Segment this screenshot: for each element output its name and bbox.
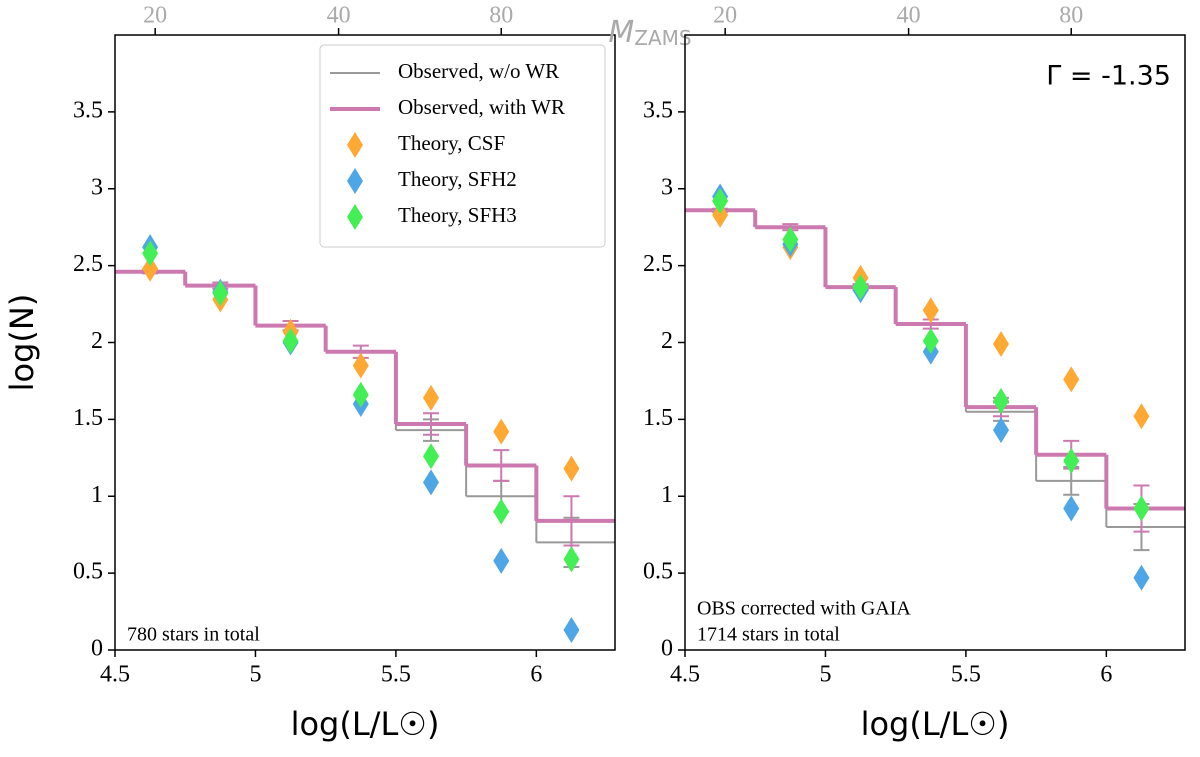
x2-tick-label: 40 xyxy=(327,3,351,29)
diamond-marker xyxy=(142,240,159,267)
annotation: OBS corrected with GAIA xyxy=(697,598,911,620)
x2-tick-label: 80 xyxy=(1059,3,1083,29)
diamond-marker xyxy=(352,381,369,408)
diamond-marker xyxy=(347,132,363,158)
y-tick-label: 1.5 xyxy=(643,405,673,431)
x2-axis-label: MZAMS xyxy=(608,15,691,50)
diamond-marker xyxy=(1133,495,1150,522)
x2-label-sub: ZAMS xyxy=(634,26,691,50)
diamond-marker xyxy=(993,331,1010,358)
y-tick-label: 2 xyxy=(661,328,673,354)
x-axis-label: log(L/L☉) xyxy=(291,705,440,743)
diamond-marker xyxy=(347,204,363,230)
diamond-marker xyxy=(1133,564,1150,591)
x-tick-label: 6 xyxy=(1100,662,1112,688)
x-tick-label: 5 xyxy=(249,662,261,688)
diamond-marker xyxy=(993,387,1010,414)
diamond-marker xyxy=(212,280,229,307)
legend: Observed, w/o WR Observed, with WR Theory,… xyxy=(319,44,606,248)
y-tick-label: 1 xyxy=(91,482,103,508)
y-tick-label: 2 xyxy=(91,328,103,354)
diamond-marker xyxy=(712,188,729,215)
y-tick-label: 0.5 xyxy=(73,559,103,585)
diamond-marker xyxy=(782,226,799,253)
y-tick-label: 0.5 xyxy=(643,559,673,585)
legend-label: Observed, with WR xyxy=(398,95,565,119)
error-bar xyxy=(493,449,510,482)
y-tick-label: 2.5 xyxy=(643,251,673,277)
legend-label: Observed, w/o WR xyxy=(398,59,559,83)
diamond-marker xyxy=(352,352,369,379)
diamond-marker xyxy=(922,297,939,324)
diamond-marker xyxy=(347,168,363,194)
y-axis-label: log(N) xyxy=(3,294,41,392)
legend-box xyxy=(319,44,606,248)
x-tick-label: 4.5 xyxy=(670,662,700,688)
axes-frame xyxy=(684,34,1186,651)
x2-tick-label: 20 xyxy=(143,3,167,29)
x-tick-label: 5.5 xyxy=(951,662,981,688)
annotation: 780 stars in total xyxy=(127,624,260,646)
diamond-marker xyxy=(852,274,869,301)
corner-text: Γ = -1.35 xyxy=(1046,61,1171,92)
y-tick-label: 2.5 xyxy=(73,251,103,277)
diamond-marker xyxy=(423,443,440,470)
axes-frame xyxy=(114,34,616,651)
annotation: 1714 stars in total xyxy=(697,624,840,646)
x-tick-label: 6 xyxy=(530,662,542,688)
diamond-marker xyxy=(563,455,580,482)
error-bar xyxy=(563,495,580,547)
y-tick-label: 0 xyxy=(91,636,103,662)
diamond-marker xyxy=(563,546,580,573)
x-axis-label: log(L/L☉) xyxy=(861,705,1010,743)
diamond-marker xyxy=(282,327,299,354)
diamond-marker xyxy=(563,617,580,644)
y-tick-label: 3 xyxy=(661,174,673,200)
diamond-marker xyxy=(1063,495,1080,522)
x2-tick-label: 40 xyxy=(897,3,921,29)
diamond-marker xyxy=(993,417,1010,444)
y-tick-label: 3 xyxy=(91,174,103,200)
diamond-marker xyxy=(1063,447,1080,474)
diamond-marker xyxy=(712,201,729,228)
x-tick-label: 5.5 xyxy=(381,662,411,688)
legend-label: Theory, CSF xyxy=(398,131,505,155)
diamond-marker xyxy=(922,327,939,354)
diamond-marker xyxy=(423,469,440,496)
x-tick-label: 5 xyxy=(819,662,831,688)
diamond-marker xyxy=(1133,403,1150,430)
y-tick-label: 1 xyxy=(661,482,673,508)
diamond-marker xyxy=(423,384,440,411)
x2-label-main: M xyxy=(608,15,634,50)
x2-tick-label: 20 xyxy=(713,3,737,29)
error-bar xyxy=(423,412,440,436)
y-tick-label: 0 xyxy=(661,636,673,662)
diamond-marker xyxy=(1063,366,1080,393)
legend-label: Theory, SFH2 xyxy=(398,167,517,191)
diamond-marker xyxy=(493,547,510,574)
x2-tick-label: 80 xyxy=(489,3,513,29)
diamond-marker xyxy=(142,255,159,282)
y-tick-label: 3.5 xyxy=(73,97,103,123)
y-tick-label: 1.5 xyxy=(73,405,103,431)
y-tick-label: 3.5 xyxy=(643,97,673,123)
legend-label: Theory, SFH3 xyxy=(398,203,517,227)
diamond-marker xyxy=(493,498,510,525)
x-tick-label: 4.5 xyxy=(100,662,130,688)
diamond-marker xyxy=(493,418,510,445)
